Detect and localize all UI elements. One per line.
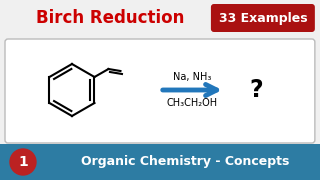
Text: Na, NH₃: Na, NH₃ bbox=[173, 72, 211, 82]
Text: Birch Reduction: Birch Reduction bbox=[36, 9, 184, 27]
Text: CH₃CH₂OH: CH₃CH₂OH bbox=[166, 98, 218, 108]
Text: 1: 1 bbox=[18, 155, 28, 169]
Text: ?: ? bbox=[249, 78, 263, 102]
FancyBboxPatch shape bbox=[0, 144, 320, 180]
Circle shape bbox=[10, 149, 36, 175]
Text: Organic Chemistry - Concepts: Organic Chemistry - Concepts bbox=[81, 156, 289, 168]
Text: 33 Examples: 33 Examples bbox=[219, 12, 307, 24]
FancyBboxPatch shape bbox=[5, 39, 315, 143]
FancyArrowPatch shape bbox=[163, 84, 217, 96]
FancyBboxPatch shape bbox=[211, 4, 315, 32]
